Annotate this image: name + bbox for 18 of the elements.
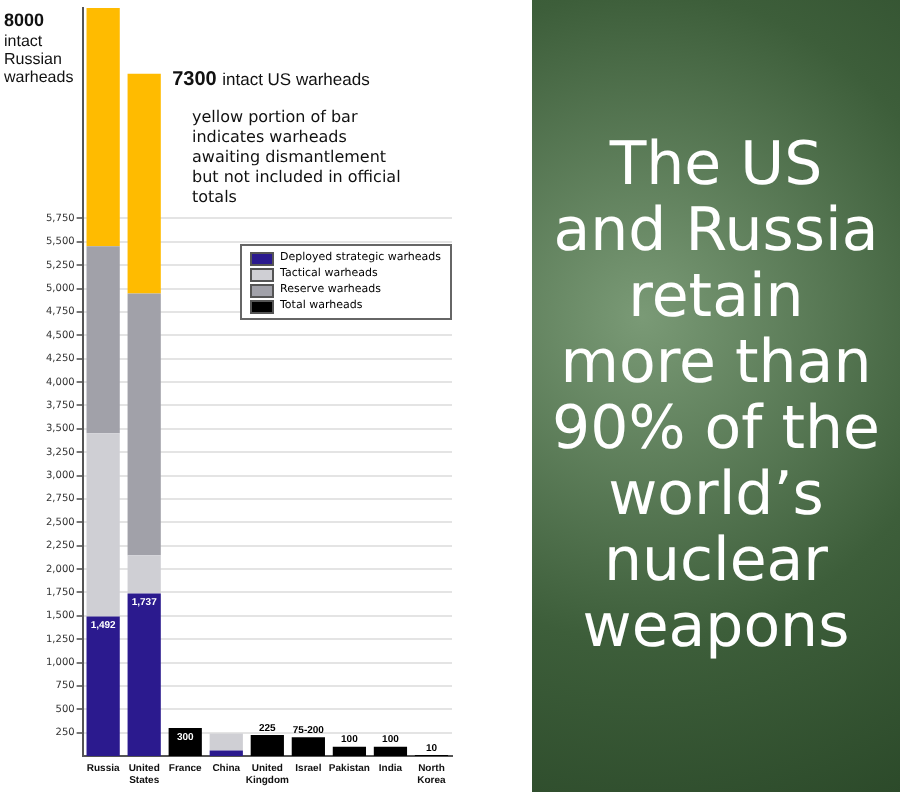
text: The US and Russia retain more than 90% of the world’s nuclear weapons [550, 130, 882, 662]
bar [86, 433, 120, 617]
bar [127, 593, 161, 756]
annotation: 8000 intact Russian warheads [2, 9, 74, 87]
bar [209, 750, 243, 756]
bar [127, 555, 161, 594]
annotation: 7300 intact US warheads [172, 68, 370, 91]
bar [250, 734, 284, 756]
bar [373, 746, 408, 756]
bar [209, 733, 243, 751]
bar [332, 746, 367, 756]
annotation: yellow portion of bar indicates warheads awaiting dismantlement but not included in official totals [192, 108, 403, 208]
bar [127, 73, 161, 294]
bar [86, 616, 120, 756]
bar [86, 246, 120, 434]
bar [291, 737, 325, 756]
bar [127, 293, 161, 556]
bar [86, 8, 120, 247]
